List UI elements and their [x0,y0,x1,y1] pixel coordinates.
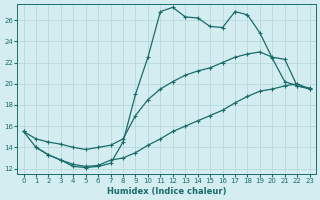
X-axis label: Humidex (Indice chaleur): Humidex (Indice chaleur) [107,187,226,196]
